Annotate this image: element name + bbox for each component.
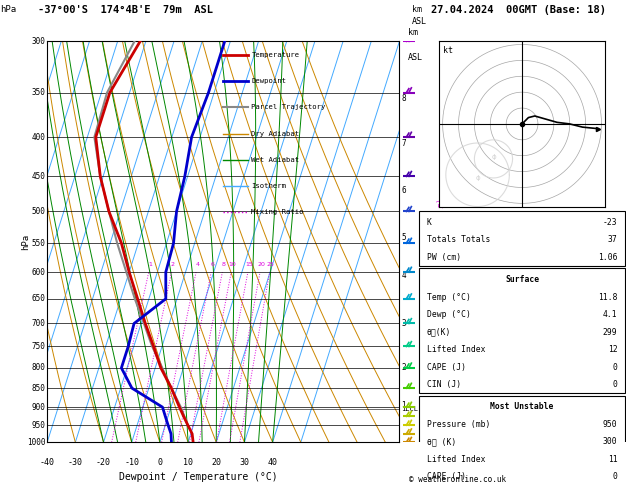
Text: 800: 800 <box>31 364 45 372</box>
Text: -37°00'S  174°4B'E  79m  ASL: -37°00'S 174°4B'E 79m ASL <box>38 5 213 15</box>
Text: -20: -20 <box>96 458 111 468</box>
Text: 500: 500 <box>31 207 45 216</box>
Text: CIN (J): CIN (J) <box>426 380 460 389</box>
Text: 6: 6 <box>401 186 406 195</box>
Text: Temperature: Temperature <box>252 52 299 58</box>
Text: 12: 12 <box>608 345 618 354</box>
Text: ASL: ASL <box>408 53 423 62</box>
Text: 1.06: 1.06 <box>598 253 618 262</box>
Text: 15: 15 <box>245 261 253 266</box>
Text: -40: -40 <box>40 458 55 468</box>
Text: 1000: 1000 <box>27 438 45 447</box>
Text: 7: 7 <box>401 139 406 148</box>
Text: Isotherm: Isotherm <box>252 183 286 189</box>
Text: Mixing Ratio (g/kg): Mixing Ratio (g/kg) <box>437 198 446 286</box>
Text: 3: 3 <box>401 319 406 328</box>
Text: 450: 450 <box>31 172 45 181</box>
Text: CAPE (J): CAPE (J) <box>426 363 465 371</box>
Text: 4.1: 4.1 <box>603 310 618 319</box>
Text: 299: 299 <box>603 328 618 336</box>
Text: Surface: Surface <box>505 275 539 284</box>
Text: ASL: ASL <box>412 17 427 26</box>
Text: ϕ: ϕ <box>491 154 496 160</box>
Text: 6: 6 <box>210 261 214 266</box>
Text: 0: 0 <box>613 472 618 481</box>
Text: 2: 2 <box>170 261 175 266</box>
Text: km: km <box>412 5 422 14</box>
Text: Temp (°C): Temp (°C) <box>426 293 470 301</box>
Text: © weatheronline.co.uk: © weatheronline.co.uk <box>409 474 506 484</box>
Text: 750: 750 <box>31 342 45 351</box>
Text: 25: 25 <box>267 261 275 266</box>
Text: 10: 10 <box>183 458 193 468</box>
Text: 37: 37 <box>608 235 618 244</box>
Text: Dewp (°C): Dewp (°C) <box>426 310 470 319</box>
Text: -30: -30 <box>68 458 83 468</box>
Text: kt: kt <box>443 46 453 55</box>
Text: -23: -23 <box>603 218 618 227</box>
Text: 400: 400 <box>31 133 45 141</box>
Text: 1: 1 <box>148 261 152 266</box>
Text: 350: 350 <box>31 88 45 97</box>
Text: -10: -10 <box>124 458 139 468</box>
Text: 4: 4 <box>401 271 406 280</box>
Text: Dewpoint / Temperature (°C): Dewpoint / Temperature (°C) <box>120 472 278 482</box>
Text: PW (cm): PW (cm) <box>426 253 460 262</box>
Text: Dry Adiabat: Dry Adiabat <box>252 131 299 137</box>
Text: Dewpoint: Dewpoint <box>252 78 286 85</box>
Text: K: K <box>426 218 431 227</box>
Text: 11.8: 11.8 <box>598 293 618 301</box>
Text: 550: 550 <box>31 239 45 248</box>
Text: 30: 30 <box>240 458 250 468</box>
Text: 650: 650 <box>31 295 45 303</box>
Text: 700: 700 <box>31 319 45 328</box>
Text: 600: 600 <box>31 268 45 277</box>
Text: 0: 0 <box>613 380 618 389</box>
Text: ϕ: ϕ <box>476 174 480 180</box>
Text: Parcel Trajectory: Parcel Trajectory <box>252 104 326 110</box>
Text: Pressure (mb): Pressure (mb) <box>426 420 490 429</box>
Text: θᴇ(K): θᴇ(K) <box>426 328 451 336</box>
Text: 0: 0 <box>613 363 618 371</box>
Text: 27.04.2024  00GMT (Base: 18): 27.04.2024 00GMT (Base: 18) <box>431 5 606 15</box>
Text: θᴇ (K): θᴇ (K) <box>426 437 456 446</box>
Text: 4: 4 <box>195 261 199 266</box>
Text: km: km <box>408 28 418 37</box>
Text: Lifted Index: Lifted Index <box>426 345 485 354</box>
Text: 10: 10 <box>228 261 237 266</box>
Text: Most Unstable: Most Unstable <box>491 402 554 411</box>
Text: 1LCL: 1LCL <box>401 406 418 412</box>
Text: 2: 2 <box>401 364 406 372</box>
Text: 850: 850 <box>31 383 45 393</box>
Text: hPa: hPa <box>0 5 16 14</box>
Text: 300: 300 <box>603 437 618 446</box>
Text: 0: 0 <box>157 458 162 468</box>
Text: 950: 950 <box>31 421 45 430</box>
Text: CAPE (J): CAPE (J) <box>426 472 465 481</box>
Text: 20: 20 <box>211 458 221 468</box>
Text: Wet Adiabat: Wet Adiabat <box>252 156 299 163</box>
Text: 8: 8 <box>221 261 225 266</box>
Text: hPa: hPa <box>21 234 31 250</box>
Text: 8: 8 <box>401 94 406 103</box>
Text: 300: 300 <box>31 37 45 46</box>
Text: 1: 1 <box>401 401 406 410</box>
Text: 950: 950 <box>603 420 618 429</box>
Text: 40: 40 <box>267 458 277 468</box>
Text: 900: 900 <box>31 403 45 412</box>
Text: 5: 5 <box>401 233 406 242</box>
Text: Mixing Ratio: Mixing Ratio <box>252 208 304 215</box>
Text: 20: 20 <box>257 261 265 266</box>
Text: Totals Totals: Totals Totals <box>426 235 490 244</box>
Text: 11: 11 <box>608 455 618 464</box>
Text: Lifted Index: Lifted Index <box>426 455 485 464</box>
